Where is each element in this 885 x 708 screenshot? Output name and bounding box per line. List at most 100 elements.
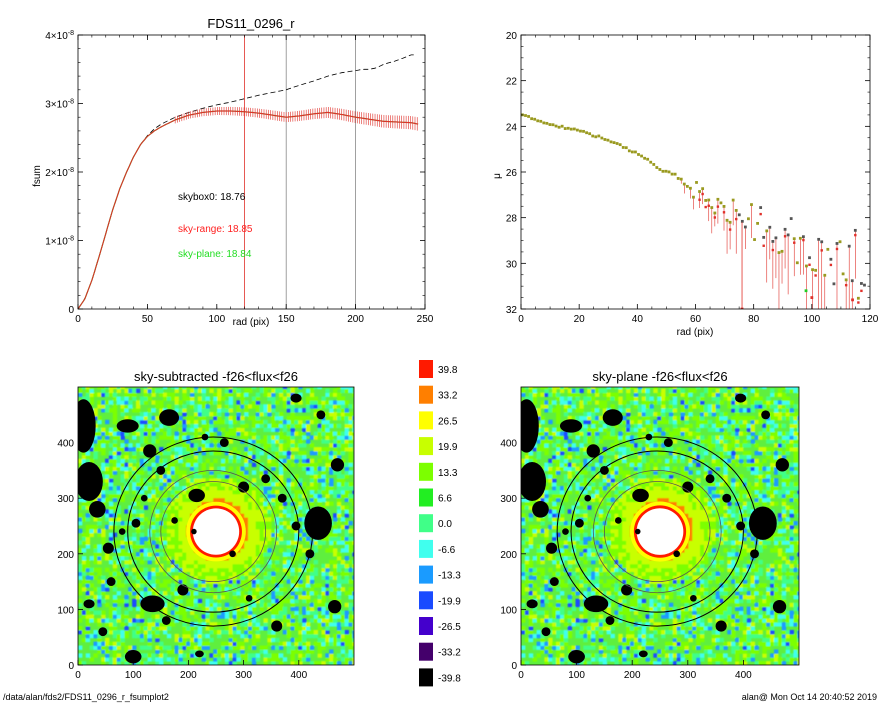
noise-tile <box>197 404 203 409</box>
noise-tile <box>559 653 565 658</box>
noise-tile <box>329 404 334 409</box>
noise-tile <box>209 470 214 475</box>
noise-tile <box>124 482 129 487</box>
noise-tile <box>108 427 114 432</box>
noise-tile <box>290 517 295 522</box>
noise-tile <box>672 661 678 665</box>
noise-tile <box>758 583 763 588</box>
noise-tile <box>633 591 639 596</box>
noise-tile <box>232 497 237 503</box>
noise-tile <box>259 598 264 604</box>
mask-blob <box>188 488 205 503</box>
noise-tile <box>286 408 292 413</box>
noise-tile <box>325 610 330 615</box>
noise-tile <box>139 520 145 526</box>
noise-tile <box>89 387 94 390</box>
noise-tile <box>657 622 662 627</box>
noise-tile <box>700 587 705 592</box>
noise-tile <box>770 622 775 627</box>
noise-tile <box>255 528 261 534</box>
noise-tile <box>220 645 226 650</box>
noise-tile <box>105 594 110 600</box>
noise-tile <box>263 544 268 549</box>
noise-tile <box>186 458 191 464</box>
noise-tile <box>108 540 114 545</box>
noise-tile <box>556 606 561 612</box>
noise-tile <box>344 653 349 658</box>
noise-tile <box>236 501 241 506</box>
noise-tile <box>155 458 160 464</box>
noise-tile <box>193 454 199 460</box>
noise-tile <box>228 400 234 405</box>
noise-tile <box>676 629 682 635</box>
noise-tile <box>197 470 203 475</box>
noise-tile <box>193 431 199 436</box>
noise-tile <box>224 388 230 394</box>
noise-tile <box>251 404 257 409</box>
noise-tile <box>278 466 284 471</box>
noise-tile <box>147 396 152 401</box>
noise-tile <box>325 454 330 460</box>
noise-tile <box>294 649 299 654</box>
noise-tile <box>85 396 91 401</box>
noise-tile <box>178 419 183 425</box>
noise-tile <box>259 466 264 471</box>
noise-tile <box>559 633 565 639</box>
noise-tile <box>344 556 349 561</box>
noise-tile <box>228 629 234 635</box>
mu-outlier <box>740 307 744 309</box>
noise-tile <box>255 552 261 557</box>
noise-tile <box>781 591 787 596</box>
noise-tile <box>282 618 288 623</box>
noise-tile <box>696 583 701 588</box>
noise-tile <box>738 649 744 654</box>
noise-tile <box>240 602 245 608</box>
noise-tile <box>661 606 666 612</box>
noise-tile <box>259 505 264 510</box>
noise-tile <box>267 482 272 487</box>
noise-tile <box>240 641 245 647</box>
noise-tile <box>259 645 264 650</box>
noise-tile <box>259 524 264 530</box>
noise-tile <box>305 427 311 432</box>
noise-tile <box>120 408 125 413</box>
noise-tile <box>112 614 118 619</box>
noise-tile <box>228 661 234 665</box>
noise-tile <box>348 567 353 573</box>
noise-tile <box>348 649 353 654</box>
noise-tile <box>78 575 83 580</box>
noise-tile <box>85 633 91 639</box>
noise-tile <box>290 419 295 425</box>
noise-tile <box>267 653 272 658</box>
noise-tile <box>344 575 349 580</box>
noise-tile <box>166 633 172 639</box>
noise-tile <box>124 415 129 421</box>
noise-tile <box>333 641 338 647</box>
noise-tile <box>251 427 257 432</box>
noise-tile <box>629 602 635 608</box>
noise-tile <box>190 419 195 425</box>
noise-tile <box>742 579 748 584</box>
noise-tile <box>278 661 284 665</box>
noise-tile <box>290 482 295 487</box>
noise-tile <box>193 602 199 608</box>
noise-tile <box>727 610 732 615</box>
noise-tile <box>344 466 349 471</box>
noise-tile <box>317 427 322 432</box>
noise-tile <box>139 618 145 623</box>
noise-tile <box>587 633 592 639</box>
noise-tile <box>336 653 342 658</box>
noise-tile <box>170 552 176 557</box>
noise-tile <box>731 579 736 584</box>
noise-tile <box>325 427 330 432</box>
noise-tile <box>348 388 353 394</box>
noise-tile <box>290 552 295 557</box>
noise-tile <box>201 447 207 452</box>
noise-tile <box>797 594 799 600</box>
noise-tile <box>271 396 276 401</box>
noise-tile <box>336 594 342 600</box>
noise-tile <box>344 387 349 390</box>
noise-tile <box>178 579 183 584</box>
noise-tile <box>97 443 102 448</box>
noise-tile <box>174 454 179 460</box>
